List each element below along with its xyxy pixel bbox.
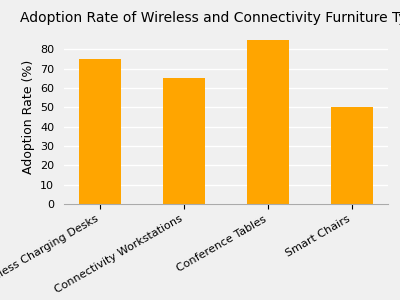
Bar	[79, 59, 121, 204]
Title: Adoption Rate of Wireless and Connectivity Furniture Types: Adoption Rate of Wireless and Connectivi…	[20, 11, 400, 25]
Y-axis label: Adoption Rate (%): Adoption Rate (%)	[22, 60, 34, 174]
Bar	[163, 78, 205, 204]
Bar	[331, 107, 373, 204]
Bar	[247, 40, 289, 204]
